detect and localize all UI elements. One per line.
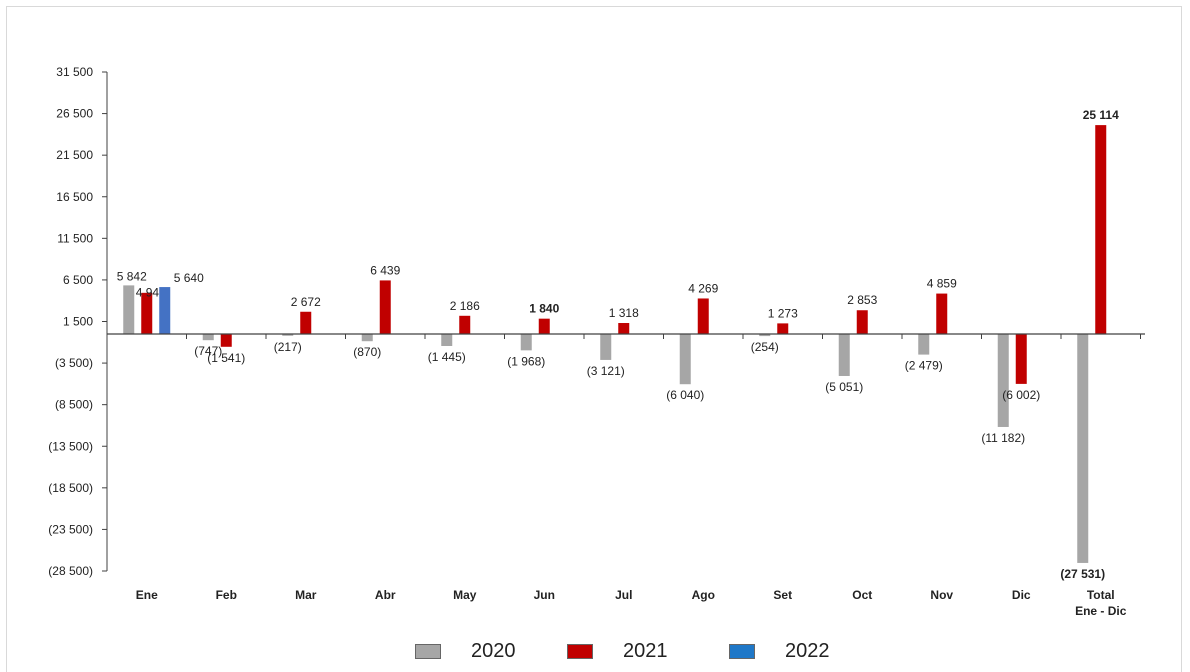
- x-tick-label: Abr: [375, 588, 396, 602]
- x-tick-label: Nov: [930, 588, 953, 602]
- data-label: (2 479): [905, 359, 943, 373]
- data-label: 5 842: [117, 269, 147, 283]
- chart-frame: [6, 6, 1182, 672]
- bar-2020-mar: [282, 333, 294, 336]
- data-label: 4 859: [927, 277, 957, 291]
- data-label: (11 182): [981, 431, 1025, 445]
- data-label: 25 114: [1083, 108, 1119, 122]
- data-label: (747): [194, 344, 222, 358]
- data-label: (1 541): [207, 351, 245, 365]
- y-tick-label: 1 500: [63, 315, 93, 329]
- x-tick-label: Set: [773, 588, 792, 602]
- data-label: (217): [274, 340, 302, 354]
- bar-2020-dic: [997, 333, 1009, 427]
- data-label: 2 672: [291, 295, 321, 309]
- data-label: (6 002): [1002, 388, 1040, 402]
- bar-2021-ago: [697, 298, 709, 334]
- legend-label-2021: 2021: [623, 640, 668, 662]
- data-label: 2 186: [450, 299, 480, 313]
- bar-2021-oct: [856, 310, 868, 334]
- bar-2022-ene: [159, 287, 171, 334]
- bar-2021-abr: [379, 280, 391, 334]
- data-label: (5 051): [825, 380, 863, 394]
- y-tick-label: 21 500: [56, 148, 93, 162]
- legend-swatch-2022: [729, 644, 755, 659]
- bar-2021-dic: [1015, 333, 1027, 384]
- y-tick-label: 26 500: [56, 107, 93, 121]
- y-tick-label: 11 500: [57, 231, 93, 245]
- x-tick-label: Ene - Dic: [1075, 604, 1127, 618]
- chart-legend: 2020 2021 2022: [0, 640, 1190, 672]
- x-tick-label: Jun: [534, 588, 555, 602]
- x-tick-label: Ago: [692, 588, 715, 602]
- data-label: (1 445): [428, 350, 466, 364]
- bar-2021-mar: [300, 311, 312, 334]
- data-label: (3 121): [587, 364, 625, 378]
- x-tick-label: Feb: [216, 588, 237, 602]
- bar-2020-set: [759, 333, 771, 337]
- bar-2020-nov: [918, 333, 930, 355]
- bar-2020-ago: [679, 333, 691, 385]
- legend-item-2021: 2021: [567, 640, 668, 663]
- data-label: 6 439: [370, 263, 400, 277]
- data-label: 5 640: [174, 271, 204, 285]
- y-tick-label: (8 500): [55, 398, 93, 412]
- x-tick-label: Jul: [615, 588, 632, 602]
- x-tick-label: Mar: [295, 588, 317, 602]
- data-label: (1 968): [507, 354, 545, 368]
- y-tick-label: (18 500): [48, 481, 93, 495]
- legend-label-2020: 2020: [471, 640, 516, 662]
- bar-2021-set: [777, 323, 789, 334]
- data-label: 1 273: [768, 306, 798, 320]
- data-label: 4 948: [136, 285, 166, 299]
- bar-2021-total-ene-dic: [1095, 125, 1107, 334]
- y-tick-label: (3 500): [55, 356, 93, 370]
- data-label: 1 840: [529, 302, 559, 316]
- bar-2021-jul: [618, 323, 630, 334]
- data-label: 4 269: [688, 281, 718, 295]
- data-label: 2 853: [847, 293, 877, 307]
- bar-2020-ene: [123, 285, 135, 334]
- x-tick-label: Dic: [1012, 588, 1031, 602]
- y-tick-label: 6 500: [63, 273, 93, 287]
- x-tick-label: Oct: [852, 588, 872, 602]
- bar-2021-ene: [141, 292, 153, 334]
- bar-2021-may: [459, 315, 471, 334]
- bar-2021-feb: [220, 333, 232, 347]
- legend-label-2022: 2022: [785, 640, 830, 662]
- bar-2021-jun: [538, 318, 550, 334]
- data-label: (254): [751, 340, 779, 354]
- bar-2020-oct: [838, 333, 850, 376]
- bar-2020-may: [441, 333, 453, 346]
- x-tick-label: Ene: [136, 588, 158, 602]
- bar-2020-jun: [520, 333, 532, 351]
- bar-2020-feb: [202, 333, 214, 341]
- bar-2020-abr: [361, 333, 373, 342]
- legend-item-2020: 2020: [415, 640, 516, 663]
- bar-chart: 31 500 26 500 21 500 16 500 11 500 6 500 1 500…: [48, 65, 1145, 618]
- bar-2021-nov: [936, 293, 948, 334]
- bar-2020-jul: [600, 333, 612, 360]
- data-label: (27 531): [1060, 567, 1105, 581]
- x-tick-label: Total: [1087, 588, 1115, 602]
- x-tick-label: May: [453, 588, 477, 602]
- data-label: (870): [353, 345, 381, 359]
- bar-2020-total-ene-dic: [1077, 333, 1089, 563]
- y-tick-label: (28 500): [48, 564, 93, 578]
- y-tick-label: (13 500): [48, 439, 93, 453]
- legend-swatch-2021: [567, 644, 593, 659]
- y-tick-label: 31 500: [56, 65, 93, 79]
- data-label: 1 318: [609, 306, 639, 320]
- legend-item-2022: 2022: [729, 640, 830, 663]
- legend-swatch-2020: [415, 644, 441, 659]
- y-tick-label: 16 500: [56, 190, 93, 204]
- y-tick-label: (23 500): [48, 522, 93, 536]
- data-label: (6 040): [666, 388, 704, 402]
